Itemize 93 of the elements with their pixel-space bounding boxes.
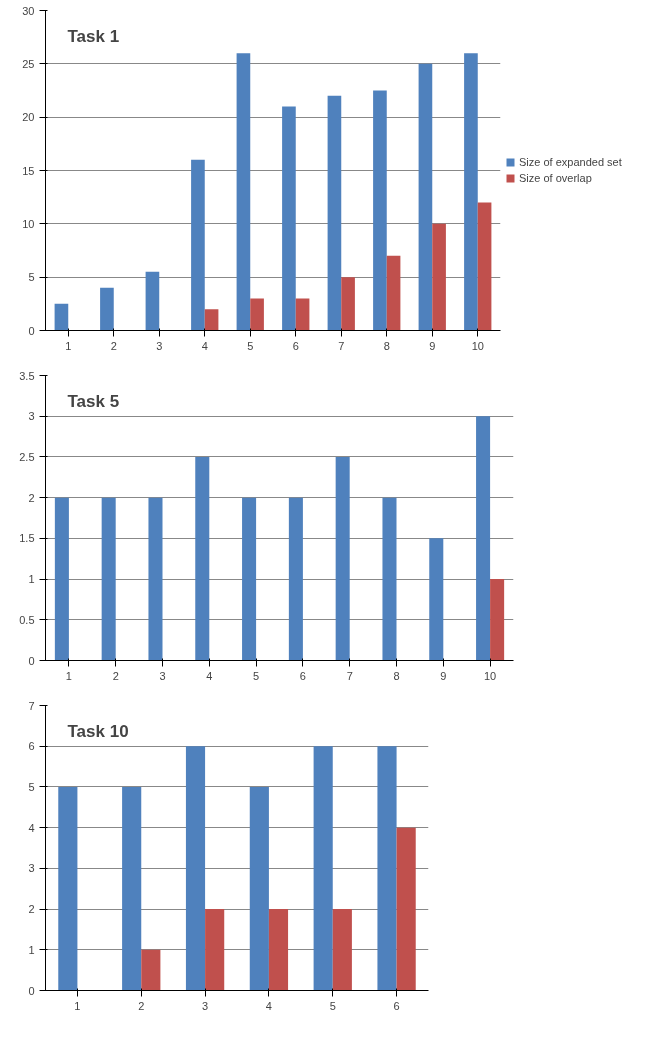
- y-tick-label: 3.5: [19, 369, 35, 382]
- bar: [295, 298, 310, 331]
- text: Task 5: [67, 391, 120, 411]
- bar: [327, 95, 342, 331]
- y-tick-label: 1: [28, 573, 35, 586]
- x-tick-label: 3: [159, 669, 166, 682]
- x-tick-label: 1: [74, 999, 81, 1012]
- y-tick-label: 10: [22, 217, 35, 230]
- bar: [141, 949, 161, 991]
- y-tick-label: 0.5: [19, 613, 35, 626]
- bar: [145, 271, 160, 331]
- x-tick-label: 6: [299, 669, 306, 682]
- y-tick-label: 5: [28, 271, 35, 284]
- x-tick-label: 6: [393, 999, 400, 1012]
- y-tick-label: 0: [28, 984, 35, 997]
- x-tick-label: 7: [338, 339, 345, 352]
- x-tick-label: 6: [292, 339, 299, 352]
- bar: [268, 909, 289, 991]
- bar: [205, 909, 225, 991]
- bar: [242, 497, 257, 661]
- bar: [236, 53, 251, 331]
- y-tick-label: 15: [22, 164, 35, 177]
- bar: [54, 497, 69, 661]
- x-tick-label: 7: [346, 669, 353, 682]
- y-tick-label: 3: [28, 410, 35, 423]
- y-tick-label: 4: [28, 821, 35, 834]
- y-tick-label: 20: [22, 111, 35, 124]
- legend-label: Size of expanded set: [519, 156, 622, 168]
- text: Task 1: [67, 26, 120, 46]
- x-tick-label: 10: [471, 339, 484, 352]
- bar: [249, 786, 269, 991]
- x-tick-label: 10: [483, 669, 497, 682]
- bar: [477, 202, 492, 331]
- bar: [191, 159, 205, 331]
- y-tick-label: 25: [22, 57, 35, 70]
- y-tick-label: 2: [28, 491, 35, 504]
- bar: [148, 497, 163, 661]
- bar: [100, 287, 114, 331]
- bar: [386, 255, 401, 331]
- x-tick-label: 1: [65, 669, 72, 682]
- bar: [490, 579, 505, 661]
- bar: [122, 786, 142, 991]
- bar: [204, 309, 219, 331]
- y-tick-label: 6: [28, 740, 35, 753]
- x-tick-label: 5: [329, 999, 336, 1012]
- bar: [373, 90, 387, 331]
- bar: [429, 538, 444, 661]
- x-tick-label: 5: [253, 669, 260, 682]
- y-tick-label: 7: [28, 699, 35, 712]
- y-tick-label: 1: [28, 943, 35, 956]
- x-tick-label: 1: [65, 339, 72, 352]
- bar: [396, 827, 416, 991]
- y-tick-label: 1.5: [19, 532, 35, 545]
- bar: [54, 303, 69, 331]
- legend-label: Size of overlap: [519, 172, 592, 184]
- bar: [58, 786, 78, 991]
- bar: [313, 746, 333, 991]
- x-tick-label: 4: [201, 339, 208, 352]
- y-tick-label: 3: [28, 862, 35, 875]
- bar: [418, 63, 433, 331]
- bar: [101, 497, 116, 661]
- x-tick-label: 5: [247, 339, 254, 352]
- x-tick-label: 8: [383, 339, 390, 352]
- x-tick-label: 3: [156, 339, 163, 352]
- x-tick-label: 2: [112, 669, 119, 682]
- y-tick-label: 0: [28, 654, 35, 667]
- y-tick-label: 2.5: [19, 450, 35, 463]
- y-tick-label: 0: [28, 324, 35, 337]
- bar: [377, 746, 397, 991]
- bar: [185, 746, 206, 991]
- bar: [335, 456, 350, 661]
- y-tick-label: 2: [28, 903, 35, 916]
- bar: [288, 497, 303, 661]
- bar: [195, 456, 210, 661]
- y-tick-label: 5: [28, 780, 35, 793]
- x-tick-label: 4: [265, 999, 272, 1012]
- bar: [341, 277, 355, 331]
- x-tick-label: 4: [206, 669, 213, 682]
- bar: [476, 416, 491, 661]
- x-tick-label: 3: [202, 999, 209, 1012]
- bar: [464, 53, 478, 331]
- x-tick-label: 2: [110, 339, 117, 352]
- bar: [382, 497, 397, 661]
- x-tick-label: 9: [429, 339, 436, 352]
- x-tick-label: 2: [138, 999, 145, 1012]
- x-tick-label: 8: [393, 669, 400, 682]
- bar: [432, 223, 446, 331]
- bar: [250, 298, 264, 331]
- bar: [282, 106, 296, 331]
- bar: [332, 909, 352, 991]
- y-tick-label: 30: [22, 4, 35, 17]
- text: Task 10: [67, 721, 129, 741]
- x-tick-label: 9: [440, 669, 447, 682]
